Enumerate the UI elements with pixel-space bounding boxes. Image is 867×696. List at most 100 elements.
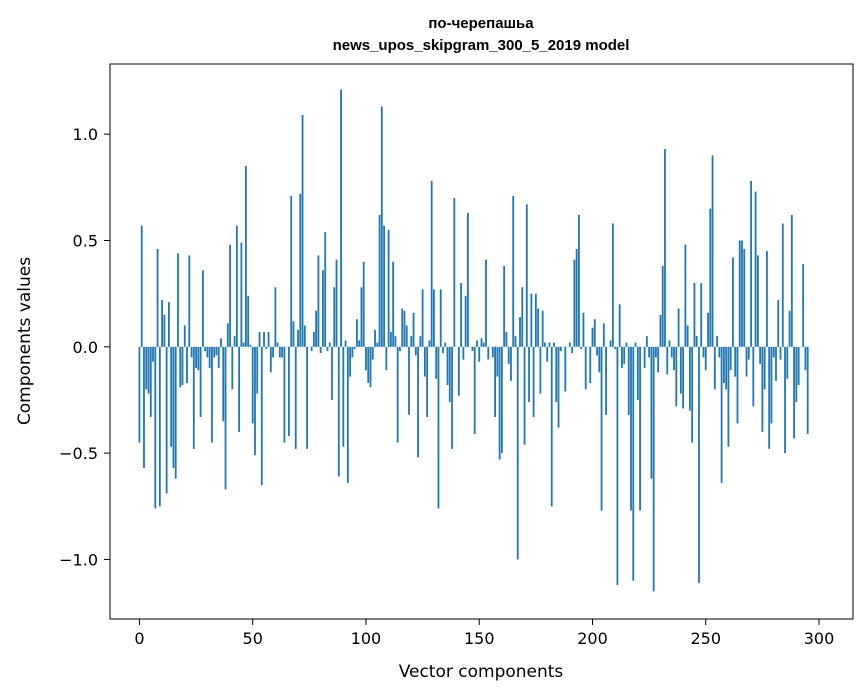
bar-62 [278, 346, 281, 358]
bar-196 [582, 312, 585, 347]
bar-1 [140, 225, 143, 347]
bar-254 [713, 346, 716, 390]
bar-141 [457, 346, 460, 396]
bar-165 [512, 195, 515, 347]
x-tick-label: 0 [134, 629, 144, 648]
chart-title: по-черепашьа news_upos_skipgram_300_5_20… [333, 15, 630, 54]
x-tick-label: 150 [464, 629, 495, 648]
bar-5 [149, 346, 152, 417]
bar-114 [396, 346, 399, 443]
bar-170 [523, 346, 526, 445]
bar-194 [578, 214, 580, 347]
bar-121 [412, 312, 415, 347]
bar-116 [401, 308, 404, 347]
bar-21 [186, 346, 188, 383]
bar-15 [172, 346, 175, 469]
bar-289 [793, 346, 796, 439]
bar-249 [702, 346, 705, 358]
bar-143 [462, 346, 465, 360]
bar-106 [378, 214, 381, 347]
bar-208 [609, 340, 612, 347]
bar-195 [580, 346, 583, 349]
bar-186 [559, 346, 562, 352]
bar-105 [376, 342, 379, 347]
bar-239 [679, 346, 682, 394]
bar-248 [700, 283, 703, 347]
bar-122 [414, 346, 417, 356]
bar-275 [761, 346, 764, 432]
bar-8 [156, 249, 159, 347]
bar-142 [460, 283, 463, 347]
bar-215 [625, 342, 628, 347]
bar-51 [254, 346, 256, 456]
bar-184 [555, 346, 558, 403]
bar-3 [145, 346, 148, 390]
bar-267 [743, 249, 746, 347]
bar-178 [541, 310, 544, 347]
bar-109 [385, 346, 388, 371]
bar-205 [602, 323, 605, 347]
bar-279 [770, 346, 773, 424]
bar-286 [786, 346, 789, 379]
bar-147 [471, 346, 474, 352]
bar-60 [274, 287, 277, 347]
bar-98 [360, 287, 363, 347]
x-tick-label: 250 [690, 629, 721, 648]
bar-283 [779, 346, 782, 360]
chart-title-line-2: news_upos_skipgram_300_5_2019 model [333, 37, 630, 54]
bar-63 [281, 346, 284, 358]
bar-84 [328, 342, 331, 347]
bar-203 [598, 346, 601, 373]
x-tick-label: 200 [577, 629, 608, 648]
bar-102 [369, 346, 372, 388]
bar-77 [312, 331, 315, 347]
y-tick-label: −0.5 [59, 444, 98, 463]
bar-28 [201, 270, 204, 347]
bar-46 [242, 342, 245, 347]
bar-242 [686, 325, 689, 347]
bar-216 [627, 346, 630, 415]
bar-58 [269, 346, 272, 373]
bar-120 [410, 336, 413, 347]
bar-169 [521, 287, 524, 347]
bar-285 [784, 346, 786, 454]
bar-39 [226, 323, 229, 347]
bar-159 [498, 346, 501, 460]
bar-228 [655, 346, 657, 358]
bar-256 [718, 346, 721, 358]
bar-193 [575, 249, 578, 347]
bar-284 [781, 223, 784, 347]
y-tick-label: −1.0 [59, 550, 98, 569]
bar-255 [716, 336, 718, 347]
bar-112 [392, 261, 395, 347]
bar-229 [657, 346, 660, 373]
bar-278 [768, 346, 771, 449]
bar-231 [661, 266, 664, 347]
bar-0 [138, 346, 141, 443]
bar-38 [224, 346, 227, 490]
bar-162 [505, 331, 508, 347]
bar-24 [192, 346, 195, 449]
bar-151 [480, 338, 483, 347]
bar-224 [645, 336, 648, 347]
bar-110 [387, 229, 390, 347]
bar-49 [249, 344, 252, 347]
bar-9 [158, 346, 161, 507]
bar-293 [802, 263, 805, 347]
bar-236 [673, 346, 675, 371]
bar-233 [666, 346, 669, 375]
bar-91 [344, 340, 347, 347]
bar-119 [408, 346, 410, 415]
bar-128 [428, 340, 431, 347]
bar-136 [446, 346, 449, 386]
bar-268 [745, 346, 748, 377]
bar-67 [290, 195, 293, 347]
bar-200 [591, 327, 594, 347]
bar-221 [639, 346, 641, 511]
bar-80 [319, 346, 322, 354]
bar-148 [473, 346, 476, 434]
bar-18 [179, 346, 182, 388]
bar-259 [725, 346, 728, 390]
bar-295 [806, 346, 809, 434]
bar-92 [346, 346, 349, 483]
